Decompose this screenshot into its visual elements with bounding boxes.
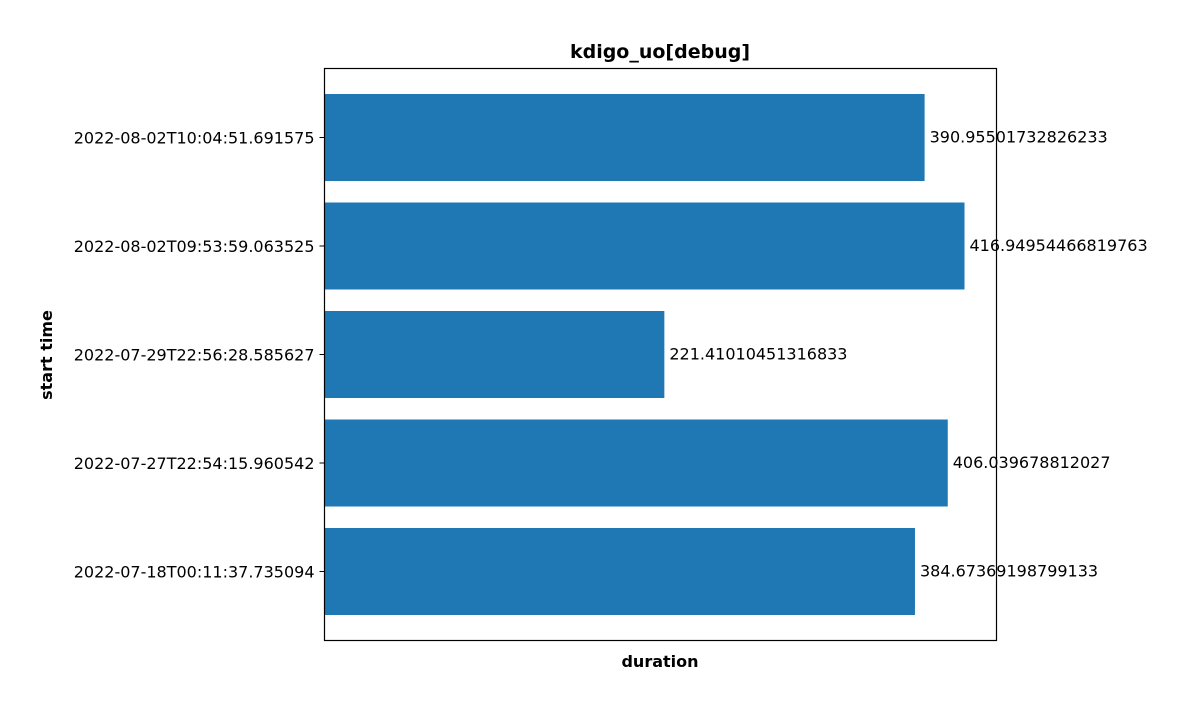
y-tick-label: 2022-07-27T22:54:15.960542 [74, 454, 315, 473]
bar [324, 94, 925, 181]
y-tick-label: 2022-07-29T22:56:28.585627 [74, 346, 315, 365]
bars-group [324, 94, 965, 615]
plot-frame [323, 67, 998, 642]
bar [324, 202, 965, 290]
bar [324, 528, 915, 615]
bar [324, 419, 948, 507]
x-axis-label: duration [621, 652, 698, 671]
y-tick-label: 2022-08-02T10:04:51.691575 [74, 129, 315, 148]
y-tick-label: 2022-07-18T00:11:37.735094 [74, 563, 315, 582]
data-label: 384.67369198799133 [920, 562, 1098, 581]
data-label: 416.94954466819763 [969, 236, 1147, 255]
data-label-group: 390.95501732826233 416.94954466819763 221.… [669, 128, 1147, 581]
data-label: 390.95501732826233 [930, 128, 1108, 147]
y-axis-label: start time [37, 310, 56, 400]
y-tick-label: 2022-08-02T09:53:59.063525 [74, 237, 315, 256]
y-tick-group: 2022-08-02T10:04:51.691575 2022-08-02T09:… [74, 129, 325, 582]
data-label: 221.41010451316833 [669, 345, 847, 364]
bar [324, 311, 665, 398]
data-label: 406.039678812027 [953, 453, 1111, 472]
chart-title: kdigo_uo[debug] [570, 41, 750, 63]
